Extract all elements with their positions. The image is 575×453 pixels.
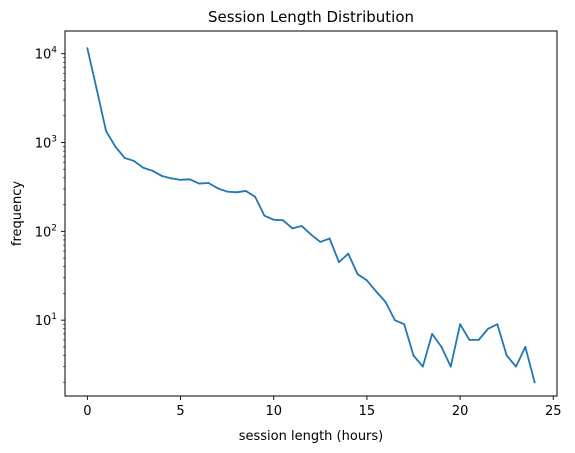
data-point <box>412 354 415 357</box>
data-point <box>282 219 284 222</box>
data-point <box>235 191 238 194</box>
chart-title: Session Length Distribution <box>208 8 414 26</box>
y-axis: 101 102 103 104 <box>35 46 65 383</box>
data-point <box>375 290 378 293</box>
x-axis-label: session length (hours) <box>239 429 384 444</box>
data-point <box>179 178 182 181</box>
data-point <box>366 279 368 282</box>
data-point <box>496 323 499 326</box>
data-point <box>421 365 424 368</box>
data-point <box>300 225 303 227</box>
y-axis-label: frequency <box>10 181 25 247</box>
data-point <box>524 345 527 348</box>
data-point <box>449 365 452 368</box>
data-point <box>338 261 340 264</box>
data-point <box>291 227 294 230</box>
data-point <box>161 175 163 177</box>
data-point <box>170 177 173 180</box>
y-tick-label: 101 <box>35 312 57 329</box>
x-axis: 0 5 10 15 20 25 <box>83 396 562 419</box>
data-point <box>477 338 480 341</box>
data-point <box>114 145 117 148</box>
data-point <box>468 338 471 341</box>
data-point <box>216 187 219 190</box>
data-point <box>403 323 406 326</box>
data-point <box>142 166 145 169</box>
data-point <box>254 195 256 198</box>
data-point <box>431 333 434 335</box>
x-tick-label: 0 <box>83 404 91 419</box>
data-point <box>356 273 359 275</box>
data-point <box>86 47 89 50</box>
data-point <box>515 365 517 368</box>
data-point <box>347 252 350 255</box>
data-point <box>133 160 135 162</box>
data-point <box>151 169 154 172</box>
x-tick-label: 20 <box>452 404 469 419</box>
y-tick-label: 102 <box>35 223 57 240</box>
data-point <box>393 319 396 322</box>
plot-frame <box>64 30 558 397</box>
data-point <box>105 130 107 132</box>
x-tick-label: 10 <box>265 404 282 419</box>
data-point <box>310 233 312 236</box>
data-point <box>272 218 275 221</box>
data-point <box>95 88 98 90</box>
data-point <box>244 190 247 192</box>
data-point <box>440 345 443 348</box>
plot-marks <box>86 47 536 384</box>
data-point <box>319 241 322 243</box>
data-point <box>384 301 387 303</box>
y-tick-label: 103 <box>35 135 57 152</box>
data-point <box>123 157 126 159</box>
data-point <box>328 237 331 240</box>
data-point <box>226 190 229 193</box>
x-tick-label: 15 <box>359 404 376 419</box>
data-point <box>487 327 489 330</box>
data-point <box>198 182 201 185</box>
data-point <box>188 178 191 181</box>
series-line-0 <box>86 47 536 384</box>
data-point <box>505 354 508 357</box>
data-point <box>263 214 266 217</box>
data-point <box>459 323 461 326</box>
x-tick-label: 25 <box>545 404 562 419</box>
data-point <box>207 182 210 184</box>
x-tick-label: 5 <box>176 404 184 419</box>
y-tick-label: 104 <box>35 46 58 63</box>
data-point <box>533 381 536 384</box>
